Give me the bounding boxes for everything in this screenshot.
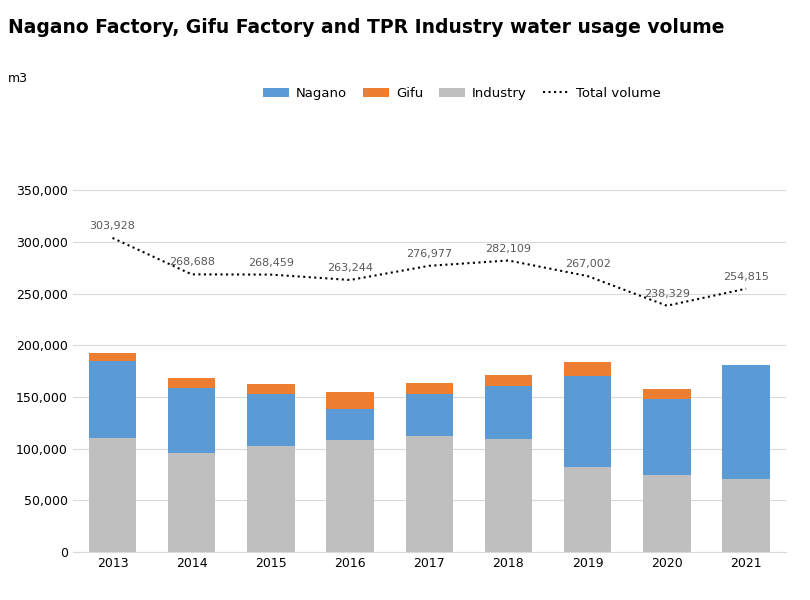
Bar	[247, 394, 295, 446]
Bar	[168, 453, 215, 552]
Line: Total volume: Total volume	[113, 238, 746, 306]
Bar	[406, 394, 453, 436]
Text: m3: m3	[8, 72, 28, 85]
Total volume	[345, 277, 355, 284]
Total volume	[108, 235, 117, 242]
Bar	[484, 439, 532, 552]
Bar	[723, 479, 769, 552]
Text: 268,688: 268,688	[168, 257, 215, 268]
Bar	[89, 439, 136, 552]
Total volume	[424, 262, 434, 269]
Text: 267,002: 267,002	[565, 259, 611, 269]
Bar	[326, 440, 374, 552]
Text: 268,459: 268,459	[248, 257, 294, 268]
Bar	[643, 475, 691, 552]
Bar	[564, 467, 612, 552]
Bar	[89, 353, 136, 361]
Bar	[723, 365, 769, 479]
Bar	[406, 436, 453, 552]
Bar	[643, 399, 691, 475]
Text: 238,329: 238,329	[644, 289, 690, 299]
Total volume	[187, 271, 197, 278]
Legend: Nagano, Gifu, Industry, Total volume: Nagano, Gifu, Industry, Total volume	[258, 82, 666, 105]
Total volume	[504, 257, 514, 264]
Text: 254,815: 254,815	[723, 272, 769, 282]
Total volume	[741, 285, 751, 292]
Bar	[89, 361, 136, 439]
Bar	[564, 362, 612, 376]
Bar	[484, 376, 532, 386]
Bar	[168, 379, 215, 388]
Text: 282,109: 282,109	[485, 244, 531, 254]
Total volume	[662, 302, 671, 310]
Bar	[564, 376, 612, 467]
Total volume	[583, 272, 593, 280]
Text: 276,977: 276,977	[407, 249, 452, 259]
Bar	[168, 388, 215, 453]
Total volume	[266, 271, 275, 278]
Bar	[247, 383, 295, 394]
Bar	[406, 383, 453, 394]
Text: 303,928: 303,928	[90, 221, 135, 231]
Bar	[484, 386, 532, 439]
Bar	[643, 389, 691, 399]
Text: Nagano Factory, Gifu Factory and TPR Industry water usage volume: Nagano Factory, Gifu Factory and TPR Ind…	[8, 18, 725, 37]
Bar	[247, 446, 295, 552]
Bar	[326, 409, 374, 440]
Bar	[326, 392, 374, 409]
Text: 263,244: 263,244	[327, 263, 373, 273]
